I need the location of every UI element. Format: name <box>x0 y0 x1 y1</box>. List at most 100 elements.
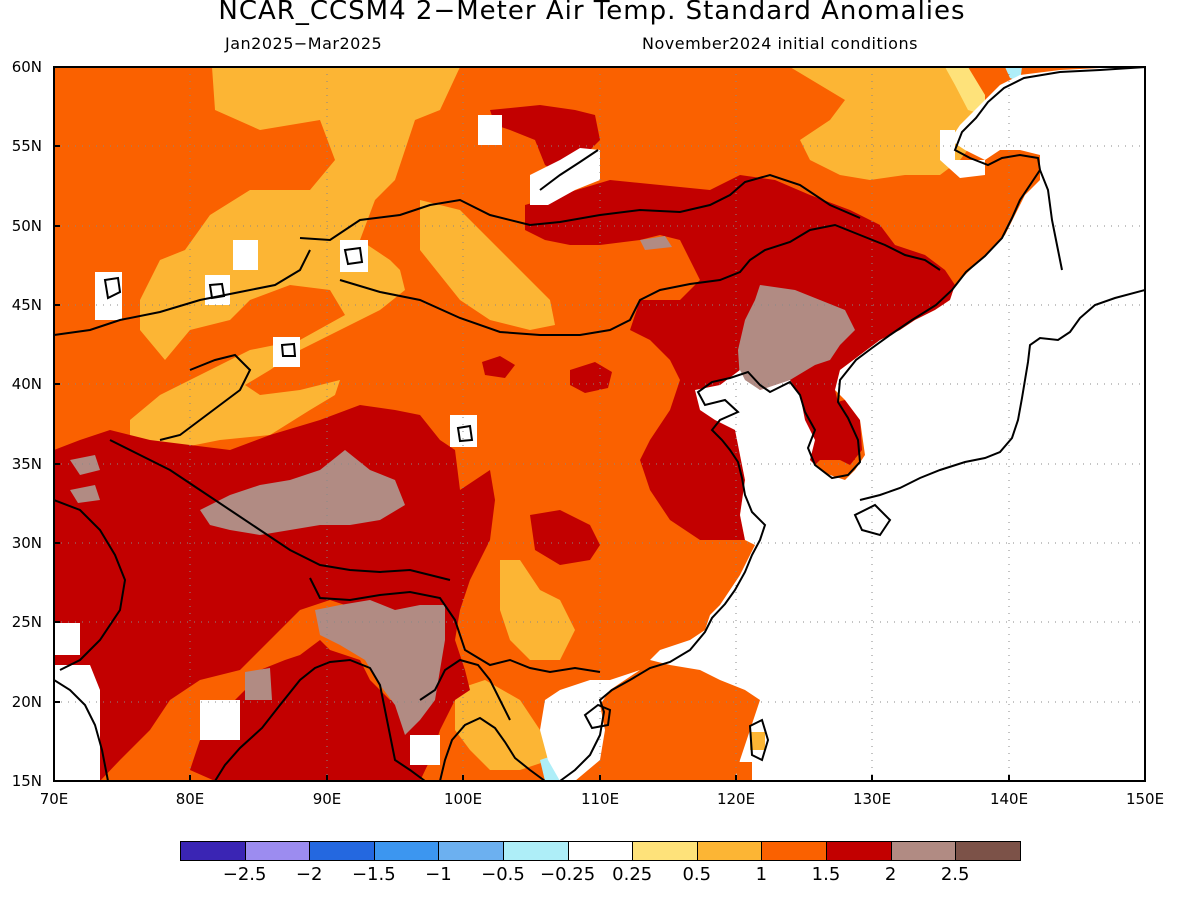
colorbar-swatch <box>696 841 763 861</box>
lat-tick-label: 15N <box>11 772 42 790</box>
colorbar-label: 0.25 <box>612 864 653 885</box>
initial-conditions: November2024 initial conditions <box>642 34 918 53</box>
masked-cell-1 <box>478 115 502 145</box>
anomaly-region-2-tibet-india <box>54 405 495 781</box>
lon-tick-label: 70E <box>39 790 69 808</box>
masked-cell-2 <box>530 148 600 205</box>
anomaly-region-2.5-mongolia-small <box>640 236 672 250</box>
coastline-east-asia <box>559 67 1145 781</box>
colorbar-swatch <box>373 841 440 861</box>
lon-tick-label: 100E <box>443 790 483 808</box>
lon-tick-label: 120E <box>716 790 756 808</box>
colorbar-label: 2.5 <box>940 864 970 885</box>
colorbar-swatch <box>955 841 1021 861</box>
colorbar-label: 1.5 <box>811 864 841 885</box>
colorbar-swatch <box>826 841 892 861</box>
colorbar-swatch <box>438 841 504 861</box>
colorbar-label: −0.25 <box>540 864 596 885</box>
colorbar-label: −2 <box>295 864 323 885</box>
colorbar-label: 0.5 <box>682 864 712 885</box>
lat-tick-label: 30N <box>11 534 42 552</box>
border-kazakhstan <box>54 249 311 336</box>
coastline-lake-3 <box>343 246 364 266</box>
border-myanmar-thailand <box>419 658 511 721</box>
lat-tick-label: 40N <box>11 375 42 393</box>
border-himalaya <box>109 439 451 581</box>
coastline-lake-5 <box>456 424 474 443</box>
coastline-hainan <box>583 703 612 730</box>
masked-cell-7 <box>273 337 300 367</box>
border-china-west <box>159 353 252 441</box>
lon-tick-label: 140E <box>989 790 1029 808</box>
border-china-mongolia <box>339 223 941 336</box>
coastline-korea-lake-1 <box>103 276 122 300</box>
masked-cell-11 <box>200 700 240 740</box>
ocean-mask-east <box>540 67 1145 781</box>
coastline-indochina <box>439 716 546 781</box>
lat-tick-label: 50N <box>11 217 42 235</box>
lat-tick-label: 25N <box>11 613 42 631</box>
colorbar-label: −0.5 <box>481 864 525 885</box>
colorbar-swatch <box>890 841 957 861</box>
anomaly-region-2-center-small <box>570 362 612 393</box>
lon-tick-label: 150E <box>1125 790 1165 808</box>
colorbar-label: −1.5 <box>351 864 396 885</box>
colorbar-swatch <box>632 841 698 861</box>
coastline-bay-of-bengal <box>214 658 426 781</box>
colorbar-swatch <box>503 841 569 861</box>
map-title: NCAR_CCSM4 2−Meter Air Temp. Standard An… <box>218 0 966 26</box>
lon-tick-label: 110E <box>580 790 620 808</box>
anomaly-region-2-center-small-b <box>482 356 515 378</box>
colorbar-label: 2 <box>884 864 897 885</box>
anomaly-region-1-central <box>420 200 555 330</box>
colorbar-swatch <box>309 841 375 861</box>
anomaly-region-2.5-india-small <box>245 668 272 700</box>
lon-tick-label: 90E <box>312 790 342 808</box>
colorbar-label: 1 <box>755 864 768 885</box>
anomaly-region-2.5-tibet <box>200 450 405 535</box>
grid-lines <box>54 67 1145 781</box>
lat-tick-label: 45N <box>11 296 42 314</box>
anomaly-region-1-south <box>500 560 575 660</box>
lat-tick-label: 20N <box>11 693 42 711</box>
anomaly-region-0.5 <box>945 67 985 115</box>
lat-tick-label: 60N <box>11 58 42 76</box>
coastline-sakhalin <box>1039 169 1063 271</box>
masked-cell-9 <box>54 623 80 655</box>
anomaly-region-2.5-west-small <box>70 455 100 475</box>
anomaly-region-2.5-west-small-b <box>70 485 100 503</box>
anomaly-region-taiwan <box>750 732 765 750</box>
coastline-baikal <box>539 149 599 191</box>
forecast-period: Jan2025−Mar2025 <box>225 34 383 53</box>
coastline-japan <box>859 289 1145 501</box>
lon-tick-label: 130E <box>852 790 892 808</box>
colorbar-swatch <box>567 841 634 861</box>
coastline-lake-2 <box>208 282 226 300</box>
lon-tick-label: 80E <box>175 790 205 808</box>
anomaly-fill-layer <box>54 67 1145 781</box>
coastlines-borders <box>54 67 1145 781</box>
anomaly-region-1-indochina <box>455 680 550 770</box>
masked-cell-4 <box>340 240 368 272</box>
anomaly-region-2-center-south <box>530 510 600 565</box>
coastline-taiwan <box>748 718 770 762</box>
anomaly-region-2-korea <box>825 400 862 465</box>
masked-cell-ocean-ne <box>940 130 985 178</box>
anomaly-region-1-northeast <box>790 67 985 180</box>
anomaly-region-2.5-northchina <box>738 285 855 390</box>
colorbar-swatch <box>244 841 311 861</box>
coastline-india <box>54 679 109 781</box>
colorbar-label: −1 <box>425 864 452 885</box>
border-south-china <box>309 577 601 674</box>
masked-cell-3 <box>233 240 258 270</box>
axis-ticks <box>54 145 1010 781</box>
anomaly-region-2.5-myanmar <box>315 600 445 735</box>
masked-cell-10 <box>410 735 440 765</box>
border-russia-mongolia <box>299 173 861 242</box>
colorbar-swatch <box>180 841 246 861</box>
border-india-pakistan <box>54 499 127 671</box>
anomaly-region-taiwan-south <box>737 762 752 781</box>
coastline-japan-west <box>853 503 892 537</box>
masked-cell-6 <box>205 275 230 305</box>
colorbar-swatch <box>761 841 827 861</box>
